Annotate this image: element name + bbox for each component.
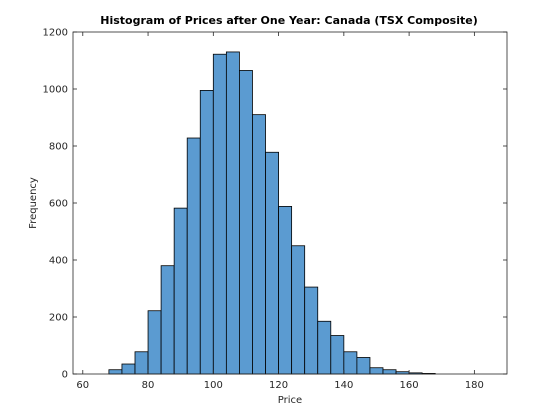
x-axis-ticks: 60 80 100 120 140 160 180 <box>76 32 484 391</box>
histogram-bar <box>382 369 397 375</box>
bars-group <box>108 51 436 375</box>
y-tick-label: 400 <box>49 256 68 267</box>
histogram-bar <box>134 351 149 375</box>
y-tick-label: 1200 <box>43 28 68 39</box>
y-tick-label: 600 <box>49 199 68 210</box>
x-tick-label: 60 <box>76 380 89 391</box>
histogram-bar <box>147 310 162 375</box>
histogram-bar <box>343 351 358 375</box>
histogram-bar <box>225 51 240 375</box>
y-tick-label: 0 <box>62 370 68 381</box>
x-tick-label: 140 <box>334 380 353 391</box>
x-tick-label: 100 <box>204 380 223 391</box>
histogram-bar <box>330 335 345 375</box>
histogram-bar <box>199 90 214 375</box>
histogram-bar <box>108 369 123 375</box>
histogram-bar <box>252 114 266 375</box>
histogram-bar <box>160 265 175 375</box>
y-axis-label: Frequency <box>28 177 39 229</box>
histogram-bar <box>173 207 188 375</box>
y-tick-label: 800 <box>49 142 68 153</box>
histogram-bar <box>317 320 332 375</box>
chart-title: Histogram of Prices after One Year: Cana… <box>100 14 478 27</box>
histogram-bar <box>356 357 371 375</box>
y-tick-label: 200 <box>49 313 68 324</box>
y-tick-label: 1000 <box>43 85 68 96</box>
x-axis-label: Price <box>278 395 302 406</box>
x-tick-label: 120 <box>269 380 288 391</box>
histogram-bar <box>239 70 253 375</box>
plot-frame <box>72 31 508 375</box>
histogram-bar <box>121 363 136 375</box>
x-tick-label: 80 <box>142 380 155 391</box>
histogram-bar <box>304 286 319 375</box>
x-tick-label: 160 <box>400 380 419 391</box>
histogram-bar <box>369 367 384 375</box>
histogram-bar <box>212 53 227 375</box>
histogram-bar <box>278 206 293 375</box>
histogram-bar <box>291 245 306 375</box>
histogram-bar <box>265 151 279 375</box>
histogram-bar <box>186 137 201 375</box>
x-tick-label: 180 <box>465 380 484 391</box>
